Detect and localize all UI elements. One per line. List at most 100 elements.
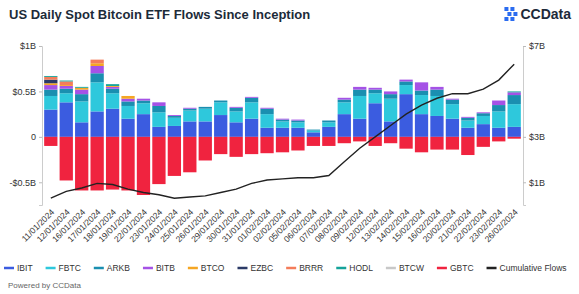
bar xyxy=(415,91,428,96)
legend-label: HODL xyxy=(349,263,373,273)
bar xyxy=(75,86,88,88)
bar xyxy=(199,121,212,136)
brand-icon xyxy=(510,7,514,11)
bar xyxy=(415,137,428,152)
bar xyxy=(91,73,104,82)
tick-mark xyxy=(39,91,42,92)
x-axis: 11/01/202412/01/202416/01/202417/01/2024… xyxy=(20,207,520,244)
bar xyxy=(168,126,181,137)
bar-series xyxy=(44,60,104,85)
bar xyxy=(307,129,320,131)
legend-swatch xyxy=(237,267,247,270)
bar xyxy=(183,137,196,172)
bar xyxy=(60,81,73,85)
legend: IBITFBTCARKBBITBBTCOEZBCBRRRHODLBTCWGBTC… xyxy=(4,263,567,273)
brand: CCData xyxy=(504,6,571,22)
bar xyxy=(291,119,304,121)
bar xyxy=(121,101,134,106)
legend-item: BITB xyxy=(143,263,175,273)
tick-mark xyxy=(39,182,42,183)
legend-item: GBTC xyxy=(437,263,474,273)
bar xyxy=(152,127,165,137)
tick: $0.5B xyxy=(12,87,42,97)
legend-label: FBTC xyxy=(59,263,81,273)
bar xyxy=(106,93,119,108)
bar xyxy=(137,103,150,114)
bar xyxy=(199,107,212,109)
legend-label: IBIT xyxy=(17,263,33,273)
legend-item: BTCO xyxy=(188,263,225,273)
bar-series xyxy=(44,63,135,98)
bar xyxy=(75,101,88,122)
bar xyxy=(152,102,165,106)
bar xyxy=(230,122,243,137)
bar xyxy=(492,105,505,111)
bar xyxy=(461,118,474,121)
bar xyxy=(384,137,397,143)
brand-icon xyxy=(504,17,508,21)
legend-label: ARKB xyxy=(107,263,130,273)
bar xyxy=(121,137,134,191)
bar xyxy=(245,119,258,137)
bar xyxy=(60,137,73,181)
tick-label: 26/02/2024 xyxy=(482,207,519,244)
bar xyxy=(214,102,227,115)
bar xyxy=(106,89,119,94)
bar xyxy=(307,130,320,132)
bar-series xyxy=(44,66,521,121)
tick: 0 xyxy=(31,132,42,142)
bar xyxy=(384,91,397,94)
bar xyxy=(183,111,196,122)
bar xyxy=(75,122,88,137)
bar xyxy=(137,101,150,104)
legend-swatch xyxy=(188,267,198,270)
bar xyxy=(260,107,273,109)
bar xyxy=(230,106,243,108)
legend-label: BTCW xyxy=(399,263,424,273)
bar xyxy=(353,87,366,90)
legend-item: EZBC xyxy=(237,263,273,273)
bar xyxy=(44,137,57,146)
bar xyxy=(44,83,57,85)
bar xyxy=(214,137,227,154)
bar xyxy=(230,111,243,122)
legend-item: FBTC xyxy=(46,263,81,273)
bar xyxy=(230,137,243,157)
brand-icon xyxy=(510,17,514,21)
footer: Powered by CCData xyxy=(8,281,81,290)
bar xyxy=(508,104,521,127)
bar xyxy=(430,90,443,96)
bar xyxy=(44,75,57,77)
bar xyxy=(430,116,443,137)
legend-item: HODL xyxy=(336,263,373,273)
tick-label: $0.5B xyxy=(12,87,36,97)
bar xyxy=(44,96,57,110)
bar xyxy=(276,120,289,122)
bar xyxy=(44,110,57,137)
bar xyxy=(183,121,196,136)
bar xyxy=(291,128,304,137)
bar xyxy=(91,111,104,136)
bar xyxy=(430,137,443,150)
tick-mark xyxy=(523,46,526,47)
tick-mark xyxy=(39,137,42,138)
title: US Daily Spot Bitcoin ETF Flows Since In… xyxy=(9,7,310,22)
bar xyxy=(322,122,335,127)
bar xyxy=(183,107,196,109)
bar xyxy=(168,116,181,118)
bar xyxy=(477,137,490,147)
bar xyxy=(60,89,73,94)
bar xyxy=(245,137,258,154)
bar xyxy=(199,137,212,161)
bar xyxy=(75,88,88,90)
legend-swatch xyxy=(286,267,296,270)
legend-swatch xyxy=(487,267,497,270)
bar xyxy=(121,106,134,119)
bar xyxy=(399,80,412,82)
bar xyxy=(291,137,304,151)
bar xyxy=(260,137,273,153)
bar xyxy=(399,81,412,85)
tick-label: $1B xyxy=(529,178,545,188)
bar xyxy=(446,104,459,119)
tick-mark xyxy=(39,46,42,47)
